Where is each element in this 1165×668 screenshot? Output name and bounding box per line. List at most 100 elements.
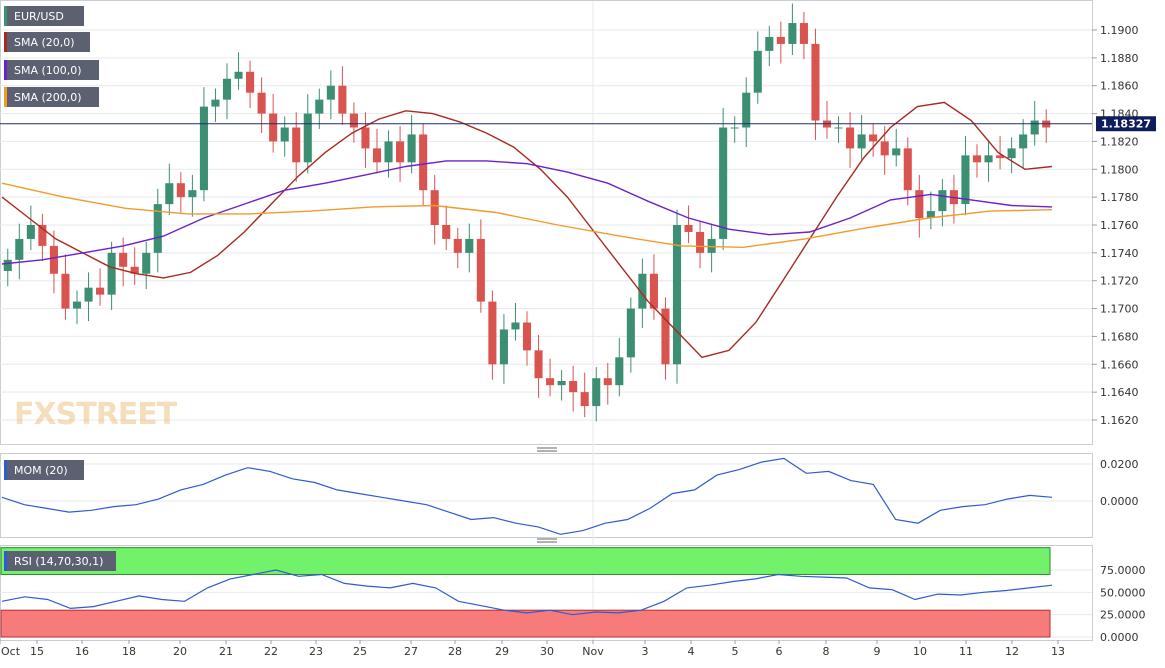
candle-body: [719, 127, 728, 239]
candle-body: [765, 36, 774, 51]
candle-body: [869, 134, 878, 142]
x-axis-label: 15: [30, 645, 44, 658]
price-axis-label: 1.1620: [1100, 414, 1139, 427]
x-axis-label: Oct: [1, 645, 21, 658]
x-axis: Oct 15 16 18 20 21 22 23 25 27 28 29 30 Nov 3 4 5 6 8 9 10 11…: [0, 640, 1065, 658]
rsi-axis-label: 50.0000: [1100, 586, 1146, 599]
candle-body: [1019, 134, 1028, 149]
legend-sma100-label: SMA (100,0): [14, 64, 82, 77]
candle-body: [684, 225, 693, 232]
x-axis-label: 22: [264, 645, 278, 658]
candle-body: [615, 357, 624, 386]
candle-body: [626, 308, 635, 358]
legend-sma20[interactable]: SMA (20,0): [4, 32, 90, 52]
candle-body: [730, 127, 739, 129]
price-axis-label: 1.1740: [1100, 247, 1139, 260]
candle-body: [49, 245, 58, 274]
x-axis-label: 6: [776, 645, 783, 658]
candle-body: [465, 238, 474, 253]
x-axis-label: 28: [448, 645, 462, 658]
x-axis-label: 29: [495, 645, 509, 658]
candle-body: [153, 204, 162, 253]
x-axis-label: 8: [823, 645, 830, 658]
candle-body: [1007, 148, 1016, 159]
legend-sma100[interactable]: SMA (100,0): [4, 60, 99, 80]
candle-body: [799, 23, 808, 44]
candle-body: [165, 183, 174, 205]
candle-body: [857, 134, 866, 149]
candle-body: [84, 287, 93, 302]
candle-body: [3, 259, 12, 271]
candle-body: [753, 50, 762, 93]
candle-body: [372, 148, 382, 163]
rsi-oversold-zone: [0, 609, 1051, 638]
oscillator-lines: [1, 457, 1053, 616]
candle-body: [696, 231, 705, 253]
legend-sma200[interactable]: SMA (200,0): [4, 87, 99, 107]
legend-sma200-label: SMA (200,0): [14, 91, 82, 104]
x-axis-label: 12: [1005, 645, 1019, 658]
candle-body: [846, 127, 855, 149]
x-axis-label: 18: [122, 645, 136, 658]
candle-body: [580, 392, 589, 407]
watermark-logo: FXSTREET: [14, 397, 178, 432]
legend-rsi[interactable]: RSI (14,70,30,1): [4, 551, 116, 571]
candle-body: [303, 113, 312, 163]
x-axis-label: 9: [874, 645, 881, 658]
candle-body: [234, 71, 243, 79]
candle-body: [107, 252, 116, 295]
splitter-handle-2[interactable]: [537, 538, 557, 543]
candle-body: [326, 85, 335, 100]
mom-axis-label: 0.0000: [1100, 495, 1139, 508]
x-axis-label: 11: [959, 645, 973, 658]
rsi-line: [1, 569, 1053, 616]
sma200-line: [1, 182, 1053, 249]
splitter-handle-1[interactable]: [537, 447, 557, 452]
price-axis-label: 1.1780: [1100, 191, 1139, 204]
candle-body: [915, 190, 924, 219]
rsi-axis-label: 25.0000: [1100, 609, 1146, 622]
price-axis-label: 1.1700: [1100, 303, 1139, 316]
current-price-value: 1.18327: [1101, 118, 1151, 131]
x-axis-label: 10: [913, 645, 927, 658]
candle-body: [442, 225, 451, 239]
candle-body: [972, 155, 982, 163]
x-axis-label: 25: [353, 645, 367, 658]
candle-body: [499, 329, 508, 365]
rsi-axis-label: 0.0000: [1100, 631, 1139, 644]
legend-mom[interactable]: MOM (20): [4, 460, 84, 480]
candle-body: [661, 308, 670, 365]
legend-mom-label: MOM (20): [14, 464, 68, 477]
candle-body: [453, 238, 462, 253]
candle-body: [246, 71, 255, 93]
price-axis-label: 1.1880: [1100, 52, 1139, 65]
price-axis-label: 1.1640: [1100, 386, 1139, 399]
mom-panel-frame: [0, 453, 1093, 538]
candle-body: [199, 106, 208, 191]
candle-body: [938, 190, 947, 212]
x-axis-label: 4: [688, 645, 695, 658]
candle-body: [672, 225, 682, 365]
sma20-line: [1, 101, 1053, 359]
candle-body: [996, 155, 1005, 159]
candle-body: [96, 287, 105, 295]
candle-body: [338, 85, 347, 114]
candle-body: [269, 113, 278, 142]
candle-body: [742, 92, 751, 128]
price-axis-label: 1.1820: [1100, 135, 1139, 148]
candle-body: [419, 134, 428, 191]
current-price-tag: [1096, 116, 1156, 132]
candle-body: [72, 301, 82, 309]
candle-body: [15, 238, 24, 260]
candle-body: [511, 322, 520, 330]
candles: [3, 3, 1051, 422]
legend-eurusd[interactable]: EUR/USD: [4, 6, 84, 26]
candle-body: [176, 183, 185, 198]
candle-body: [638, 273, 647, 309]
candle-body: [603, 378, 612, 386]
candle-body: [349, 113, 358, 128]
y-axes: 1.19001.18801.18601.18401.18201.18001.17…: [1092, 24, 1146, 644]
x-axis-label: 30: [540, 645, 554, 658]
